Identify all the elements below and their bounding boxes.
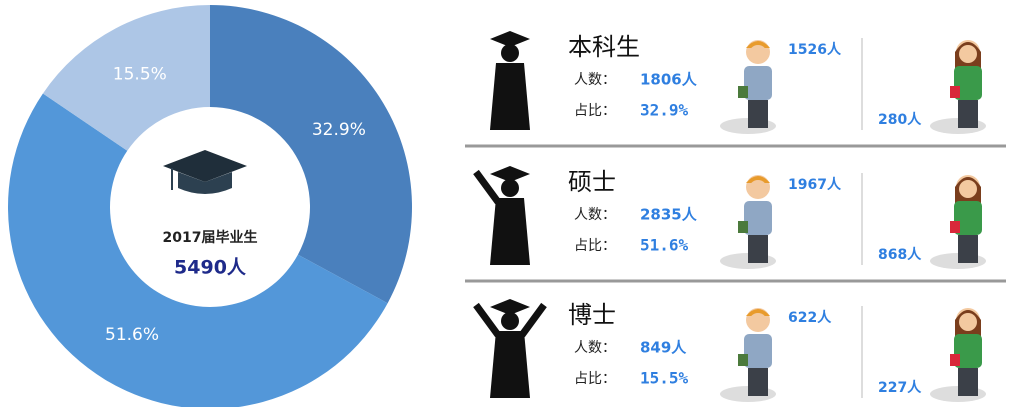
- group-name: 硕士: [568, 168, 616, 196]
- person-legs: [958, 368, 978, 396]
- grad-arm: [522, 305, 544, 335]
- male-count: 622人: [788, 309, 832, 326]
- count-label: 人数：: [574, 207, 616, 223]
- person-face: [959, 180, 977, 198]
- slice-label: 15.5%: [113, 64, 167, 84]
- donut-chart: 32.9% 51.6% 15.5% 2017届毕业生 5490人: [8, 5, 412, 407]
- grad-arm: [476, 172, 498, 202]
- person-legs: [748, 100, 768, 128]
- person-legs: [748, 368, 768, 396]
- groups: 本科生人数：1806人占比：32.9%1526人280人硕士人数：2835人占比…: [465, 31, 1006, 402]
- person-book: [950, 354, 960, 366]
- person-book: [738, 354, 748, 366]
- share-value: 15.5%: [640, 369, 689, 388]
- person-legs: [958, 235, 978, 263]
- grad-gown: [490, 331, 530, 398]
- person-face: [959, 45, 977, 63]
- grad-head: [501, 179, 519, 197]
- count-label: 人数：: [574, 340, 616, 356]
- person-book: [738, 221, 748, 233]
- count-value: 1806人: [640, 71, 698, 89]
- count-value: 849人: [640, 339, 687, 357]
- grad-head: [501, 44, 519, 62]
- person-face: [959, 313, 977, 331]
- female-count: 227人: [878, 379, 922, 396]
- grad-head: [501, 312, 519, 330]
- share-label: 占比：: [574, 238, 616, 254]
- female-count: 280人: [878, 111, 922, 128]
- person-body: [744, 66, 772, 100]
- group-name: 博士: [568, 301, 616, 329]
- person-book: [738, 86, 748, 98]
- person-book: [950, 86, 960, 98]
- share-label: 占比：: [574, 103, 616, 119]
- share-value: 32.9%: [640, 101, 689, 120]
- person-body: [744, 201, 772, 235]
- male-count: 1967人: [788, 176, 842, 193]
- female-count: 868人: [878, 246, 922, 263]
- infographic: 32.9% 51.6% 15.5% 2017届毕业生 5490人 本科生人数： 1806人…: [0, 0, 1009, 407]
- group-name: 本科生: [568, 33, 640, 61]
- person-legs: [958, 100, 978, 128]
- count-value: 2835人: [640, 206, 698, 224]
- grad-gown: [490, 198, 530, 265]
- person-face: [749, 45, 767, 63]
- slice-label: 32.9%: [312, 120, 366, 140]
- person-face: [749, 180, 767, 198]
- grad-gown: [490, 63, 530, 130]
- person-face: [749, 313, 767, 331]
- grad-arm: [476, 305, 498, 335]
- share-value: 51.6%: [640, 236, 689, 255]
- slice-label: 51.6%: [105, 325, 159, 345]
- person-legs: [748, 235, 768, 263]
- center-title: 2017届毕业生: [163, 229, 258, 246]
- person-body: [744, 334, 772, 368]
- cap-icon: [163, 150, 247, 182]
- center-value: 5490人: [174, 257, 247, 279]
- male-count: 1526人: [788, 41, 842, 58]
- person-book: [950, 221, 960, 233]
- share-label: 占比：: [574, 371, 616, 387]
- count-label: 人数：: [574, 72, 616, 88]
